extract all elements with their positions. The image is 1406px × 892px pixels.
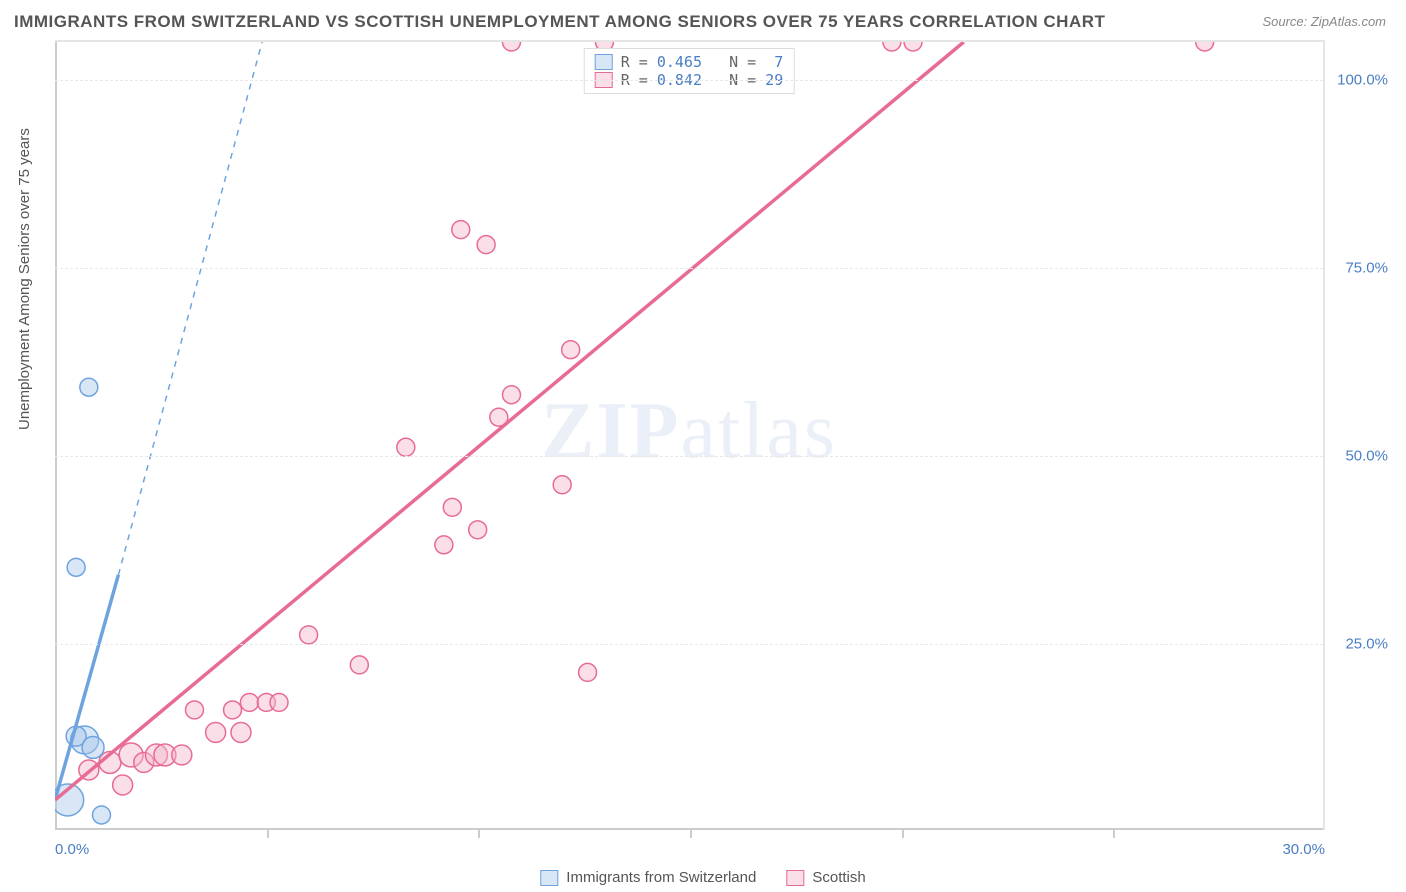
legend-swatch	[786, 870, 804, 886]
data-point	[883, 42, 901, 51]
correlation-legend: R = 0.465 N = 7R = 0.842 N = 29	[584, 48, 795, 94]
gridline	[55, 644, 1323, 645]
legend-label: Scottish	[812, 869, 865, 886]
legend-row: R = 0.465 N = 7	[595, 53, 784, 71]
legend-stats: R = 0.465 N = 7	[621, 53, 784, 71]
y-tick-label: 50.0%	[1345, 447, 1388, 464]
source-label: Source: ZipAtlas.com	[1262, 14, 1386, 29]
y-tick-label: 75.0%	[1345, 259, 1388, 276]
data-point	[300, 626, 318, 644]
x-tick-label: 0.0%	[55, 841, 89, 858]
data-point	[562, 341, 580, 359]
data-point	[579, 663, 597, 681]
data-point	[452, 221, 470, 239]
trend-line	[118, 42, 262, 575]
data-point	[113, 775, 133, 795]
gridline	[55, 268, 1323, 269]
x-tick	[902, 830, 904, 838]
x-tick	[690, 830, 692, 838]
data-point	[185, 701, 203, 719]
y-tick-label: 100.0%	[1337, 71, 1388, 88]
data-point	[82, 736, 104, 758]
y-axis-label: Unemployment Among Seniors over 75 years	[16, 128, 33, 430]
data-point	[80, 378, 98, 396]
data-point	[502, 42, 520, 51]
y-tick-label: 25.0%	[1345, 635, 1388, 652]
legend-swatch	[540, 870, 558, 886]
x-tick-label: 30.0%	[1282, 841, 1325, 858]
data-point	[206, 722, 226, 742]
x-tick	[267, 830, 269, 838]
data-point	[231, 722, 251, 742]
data-point	[502, 386, 520, 404]
data-point	[240, 693, 258, 711]
x-tick	[1113, 830, 1115, 838]
legend-swatch	[595, 54, 613, 70]
legend-item: Scottish	[786, 869, 865, 886]
data-point	[397, 438, 415, 456]
data-point	[67, 558, 85, 576]
data-point	[224, 701, 242, 719]
data-point	[477, 236, 495, 254]
chart-svg	[55, 42, 1323, 830]
data-point	[904, 42, 922, 51]
chart-title: IMMIGRANTS FROM SWITZERLAND VS SCOTTISH …	[14, 12, 1105, 32]
series-legend: Immigrants from Switzerland Scottish	[540, 869, 865, 886]
data-point	[443, 498, 461, 516]
data-point	[553, 476, 571, 494]
data-point	[270, 693, 288, 711]
data-point	[93, 806, 111, 824]
trend-line	[55, 42, 964, 800]
gridline	[55, 80, 1323, 81]
data-point	[172, 745, 192, 765]
legend-label: Immigrants from Switzerland	[566, 869, 756, 886]
x-tick	[478, 830, 480, 838]
legend-item: Immigrants from Switzerland	[540, 869, 756, 886]
data-point	[1196, 42, 1214, 51]
data-point	[469, 521, 487, 539]
data-point	[350, 656, 368, 674]
gridline	[55, 456, 1323, 457]
data-point	[435, 536, 453, 554]
plot-area: ZIPatlas R = 0.465 N = 7R = 0.842 N = 29…	[55, 40, 1325, 830]
